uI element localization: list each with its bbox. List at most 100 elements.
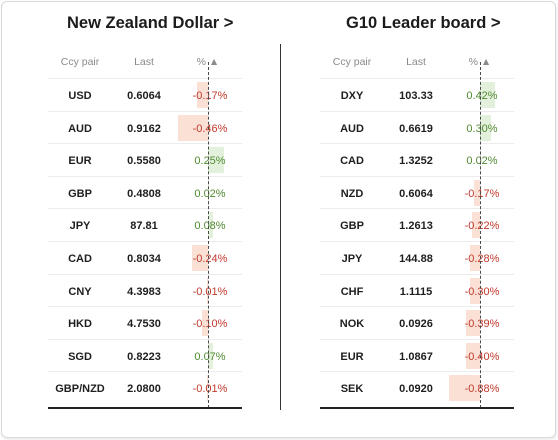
- table-row[interactable]: JPY 144.88 -0.28%: [320, 240, 514, 274]
- change-bar: [449, 375, 480, 402]
- table-row[interactable]: CHF 1.1115 -0.30%: [320, 273, 514, 307]
- last-price-cell: 103.33: [399, 90, 433, 102]
- last-price-cell: 1.0867: [399, 350, 433, 363]
- nzd-table-header: Ccy pair Last % ▲: [48, 56, 242, 70]
- table-row[interactable]: GBP 1.2613 -0.22%: [320, 208, 514, 241]
- ccy-pair-cell: CNY: [68, 285, 92, 298]
- change-bar: [470, 244, 480, 271]
- table-row[interactable]: DXY 103.33 0.42%: [320, 78, 514, 111]
- ccy-pair-cell: AUD: [340, 122, 364, 135]
- ccy-pair-cell: SGD: [68, 350, 92, 363]
- table-row[interactable]: AUD 0.6619 0.30%: [320, 110, 514, 144]
- table-row[interactable]: CNY 4.3983 -0.01%: [48, 273, 242, 307]
- change-bar: [208, 212, 214, 239]
- change-bar: [480, 82, 495, 108]
- change-bar: [201, 310, 208, 337]
- zero-line: [208, 62, 209, 408]
- ccy-pair-cell: CHF: [340, 285, 364, 298]
- last-price-cell: 0.6619: [399, 122, 433, 135]
- pct-change-cell: -0.10%: [192, 318, 228, 331]
- table-row[interactable]: CAD 1.3252 0.02%: [320, 143, 514, 176]
- ccy-pair-cell: NZD: [340, 187, 364, 200]
- last-price-cell: 0.0926: [399, 318, 433, 331]
- pct-change-cell: 0.42%: [466, 90, 498, 102]
- table-row[interactable]: NZD 0.6064 -0.17%: [320, 175, 514, 209]
- zero-line: [480, 62, 481, 408]
- ccy-pair-cell: DXY: [340, 90, 364, 102]
- last-price-cell: 1.2613: [399, 220, 433, 233]
- ccy-pair-cell: GBP: [68, 187, 92, 200]
- ccy-pair-cell: USD: [68, 90, 92, 102]
- ccy-pair-cell: EUR: [68, 155, 92, 168]
- last-price-cell: 4.7530: [127, 318, 161, 331]
- pct-change-cell: -0.30%: [464, 285, 500, 298]
- header-last: Last: [134, 56, 154, 68]
- table-row[interactable]: SGD 0.8223 0.07%: [48, 338, 242, 372]
- pct-change-cell: -0.01%: [192, 285, 228, 298]
- g10-panel-title[interactable]: G10 Leader board >: [346, 14, 501, 32]
- last-price-cell: 0.6064: [127, 90, 161, 102]
- header-last: Last: [406, 56, 426, 68]
- table-row[interactable]: USD 0.6064 -0.17%: [48, 78, 242, 111]
- ccy-pair-cell: NOK: [339, 318, 365, 331]
- last-price-cell: 87.81: [130, 220, 158, 233]
- pct-change-cell: 0.08%: [194, 220, 226, 233]
- change-bar: [207, 277, 208, 304]
- pct-change-cell: -0.39%: [464, 318, 500, 331]
- last-price-cell: 0.0920: [399, 383, 433, 396]
- table-row[interactable]: GBP/NZD 2.0800 -0.01%: [48, 371, 242, 404]
- table-row[interactable]: SEK 0.0920 -0.88%: [320, 371, 514, 404]
- pct-change-cell: -0.24%: [192, 252, 228, 265]
- table-row[interactable]: EUR 0.5580 0.25%: [48, 143, 242, 176]
- pct-change-cell: 0.25%: [194, 155, 226, 168]
- last-price-cell: 1.3252: [399, 155, 433, 168]
- ccy-pair-cell: GBP/NZD: [55, 383, 105, 396]
- last-price-cell: 0.6064: [399, 187, 433, 200]
- change-bar: [480, 114, 491, 141]
- change-bar: [466, 310, 480, 337]
- ccy-pair-cell: EUR: [340, 350, 364, 363]
- header-ccy-pair: Ccy pair: [332, 56, 372, 68]
- table-bottom-rule: [48, 407, 242, 409]
- ccy-pair-cell: CAD: [340, 155, 364, 168]
- pct-change-cell: -0.17%: [192, 90, 228, 102]
- nzd-panel-title[interactable]: New Zealand Dollar >: [67, 14, 234, 32]
- table-row[interactable]: HKD 4.7530 -0.10%: [48, 306, 242, 339]
- change-bar: [474, 179, 480, 206]
- last-price-cell: 0.8223: [127, 350, 161, 363]
- pct-change-cell: -0.46%: [192, 122, 228, 135]
- last-price-cell: 1.1115: [399, 285, 433, 298]
- table-row[interactable]: GBP 0.4808 0.02%: [48, 175, 242, 209]
- pct-change-cell: -0.40%: [464, 350, 500, 363]
- pct-change-cell: -0.88%: [464, 383, 500, 396]
- last-price-cell: 0.9162: [127, 122, 161, 135]
- table-row[interactable]: EUR 1.0867 -0.40%: [320, 338, 514, 372]
- change-bar: [469, 277, 480, 304]
- pct-change-cell: -0.22%: [464, 220, 500, 233]
- change-bar: [196, 82, 208, 108]
- table-row[interactable]: NOK 0.0926 -0.39%: [320, 306, 514, 339]
- ccy-pair-cell: SEK: [340, 383, 364, 396]
- nzd-table-body: USD 0.6064 -0.17% AUD 0.9162 -0.46% EUR 0.5580 0…: [48, 78, 242, 404]
- ccy-pair-cell: HKD: [68, 318, 92, 331]
- last-price-cell: 0.4808: [127, 187, 161, 200]
- change-bar: [178, 114, 208, 141]
- pct-change-cell: 0.02%: [194, 187, 226, 200]
- change-bar: [472, 212, 480, 239]
- change-bar: [208, 147, 225, 174]
- panel-divider: [280, 44, 281, 410]
- table-row[interactable]: CAD 0.8034 -0.24%: [48, 240, 242, 274]
- pct-change-cell: 0.02%: [466, 155, 498, 168]
- ccy-pair-cell: JPY: [69, 220, 91, 233]
- pct-change-cell: -0.28%: [464, 252, 500, 265]
- pct-change-cell: 0.30%: [466, 122, 498, 135]
- table-row[interactable]: AUD 0.9162 -0.46%: [48, 110, 242, 144]
- ccy-pair-cell: JPY: [341, 252, 363, 265]
- ccy-pair-cell: GBP: [340, 220, 364, 233]
- table-bottom-rule: [320, 407, 514, 409]
- pct-change-cell: -0.17%: [464, 187, 500, 200]
- g10-table-header: Ccy pair Last % ▲: [320, 56, 514, 70]
- table-row[interactable]: JPY 87.81 0.08%: [48, 208, 242, 241]
- change-bar: [207, 375, 208, 402]
